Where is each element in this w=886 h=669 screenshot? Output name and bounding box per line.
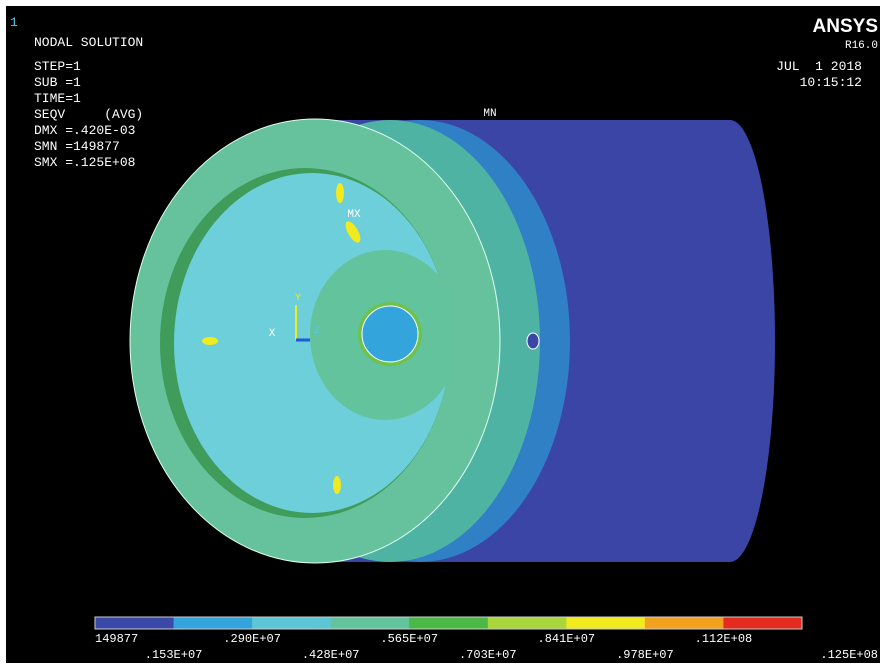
info-line: SMN =149877 — [34, 139, 120, 154]
window-number: 1 — [10, 15, 18, 30]
min-marker: MN — [483, 108, 496, 120]
cylinder-end — [685, 120, 775, 562]
info-line: STEP=1 — [34, 59, 81, 74]
time: 10:15:12 — [800, 75, 862, 90]
ansys-viewport: 1 NODAL SOLUTION STEP=1SUB =1TIME=1SEQV … — [0, 0, 886, 669]
model — [130, 119, 775, 563]
legend-swatch — [645, 617, 724, 629]
legend-label: .153E+07 — [145, 648, 203, 662]
title: NODAL SOLUTION — [34, 35, 143, 50]
legend-label: .565E+07 — [380, 632, 438, 646]
axis-y-label: Y — [295, 293, 301, 304]
legend-label: .703E+07 — [459, 648, 517, 662]
legend-label: .290E+07 — [223, 632, 281, 646]
info-line: TIME=1 — [34, 91, 81, 106]
bolt-hole — [336, 183, 344, 203]
axis-z-label: Z — [314, 326, 320, 337]
legend-swatch — [95, 617, 174, 629]
max-marker: MX — [347, 209, 361, 221]
legend-label: .112E+08 — [695, 632, 753, 646]
legend-label: 149877 — [95, 632, 138, 646]
date: JUL 1 2018 — [776, 59, 862, 74]
hub-hole — [362, 306, 418, 362]
legend-label: .428E+07 — [302, 648, 360, 662]
legend-swatch — [723, 617, 802, 629]
side-hole — [527, 333, 539, 349]
info-line: DMX =.420E-03 — [34, 123, 135, 138]
legend-swatch — [488, 617, 567, 629]
info-line: SMX =.125E+08 — [34, 155, 135, 170]
bolt-hole — [202, 337, 218, 345]
legend-swatch — [331, 617, 410, 629]
bolt-hole — [333, 476, 341, 494]
legend-swatch — [174, 617, 253, 629]
info-line: SUB =1 — [34, 75, 81, 90]
legend-swatch — [409, 617, 488, 629]
legend-swatch — [566, 617, 645, 629]
legend-label: .125E+08 — [820, 648, 878, 662]
legend-label: .978E+07 — [616, 648, 674, 662]
legend-label: .841E+07 — [538, 632, 596, 646]
info-line: SEQV (AVG) — [34, 107, 143, 122]
legend-swatch — [252, 617, 331, 629]
axis-x-label: X — [269, 328, 276, 340]
version: R16.0 — [845, 40, 878, 52]
logo: ANSYS — [813, 16, 878, 37]
